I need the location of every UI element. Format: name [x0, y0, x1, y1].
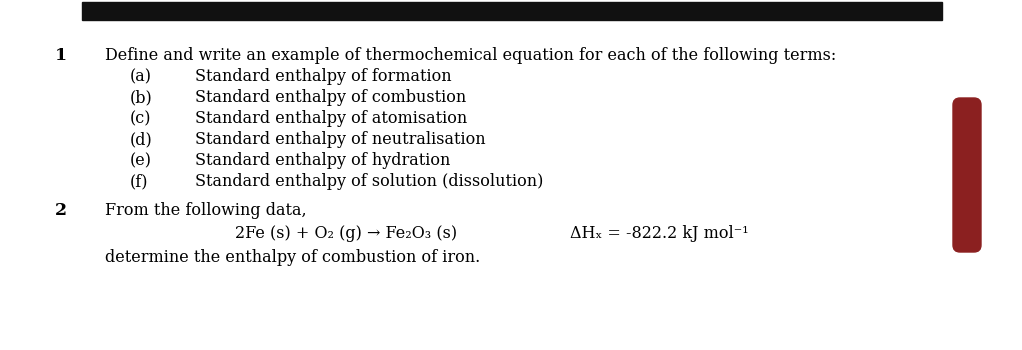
- Text: ΔHₓ = -822.2 kJ mol⁻¹: ΔHₓ = -822.2 kJ mol⁻¹: [570, 225, 749, 242]
- Text: (e): (e): [130, 152, 152, 169]
- Bar: [960, 105, 974, 245]
- Bar: [82, 2, 942, 20]
- Text: Standard enthalpy of neutralisation: Standard enthalpy of neutralisation: [195, 131, 485, 148]
- Text: Standard enthalpy of hydration: Standard enthalpy of hydration: [195, 152, 451, 169]
- Text: Standard enthalpy of formation: Standard enthalpy of formation: [195, 68, 452, 85]
- Text: 1: 1: [55, 47, 67, 64]
- Text: determine the enthalpy of combustion of iron.: determine the enthalpy of combustion of …: [105, 249, 480, 266]
- Text: (b): (b): [130, 89, 152, 106]
- Text: Define and write an example of thermochemical equation for each of the following: Define and write an example of thermoche…: [105, 47, 836, 64]
- Text: Standard enthalpy of atomisation: Standard enthalpy of atomisation: [195, 110, 467, 127]
- Text: (f): (f): [130, 173, 148, 190]
- Text: (a): (a): [130, 68, 152, 85]
- Text: (c): (c): [130, 110, 151, 127]
- Text: 2Fe (s) + O₂ (g) → Fe₂O₃ (s): 2Fe (s) + O₂ (g) → Fe₂O₃ (s): [235, 225, 457, 242]
- FancyBboxPatch shape: [953, 98, 981, 252]
- Text: Standard enthalpy of solution (dissolution): Standard enthalpy of solution (dissoluti…: [195, 173, 544, 190]
- Text: (d): (d): [130, 131, 152, 148]
- Text: 2: 2: [55, 202, 67, 219]
- Text: From the following data,: From the following data,: [105, 202, 307, 219]
- Text: Standard enthalpy of combustion: Standard enthalpy of combustion: [195, 89, 466, 106]
